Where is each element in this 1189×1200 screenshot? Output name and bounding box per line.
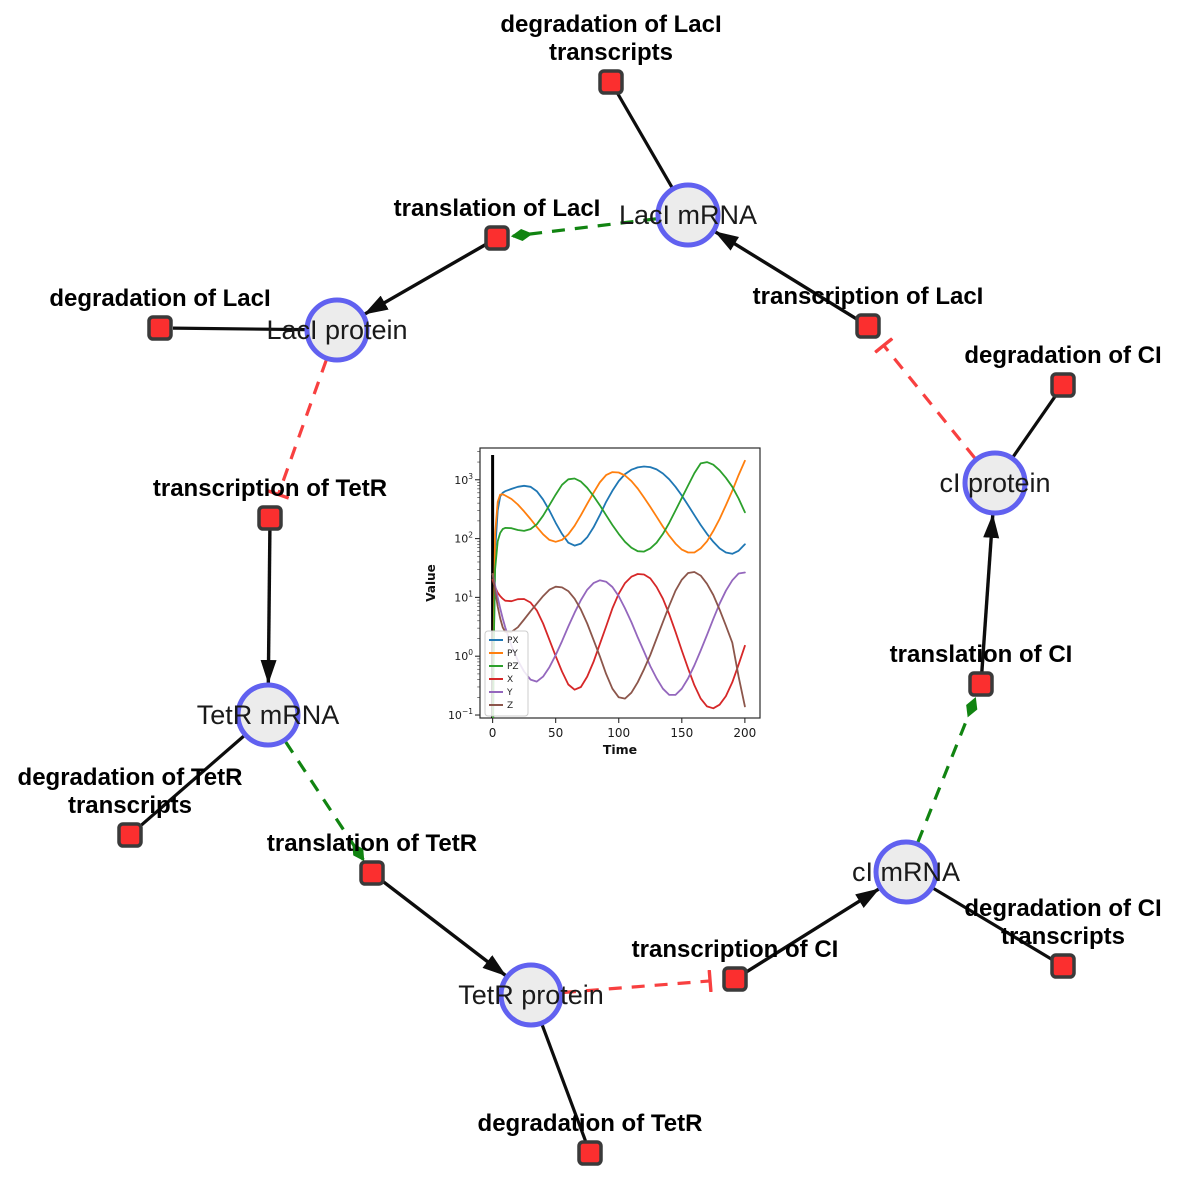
- x-axis-title: Time: [603, 742, 637, 757]
- edge-production-transcription_tetr-tetr_mrna: [260, 529, 277, 685]
- species-node-ci_mrna: [873, 839, 939, 905]
- edge-modifier-laci_mrna-translation_laci: [510, 217, 657, 241]
- species-label-laci_protein: LacI protein: [266, 315, 407, 345]
- reaction-node-translation_tetr: [359, 860, 385, 886]
- reaction-label-transcription_ci: transcription of CI: [632, 936, 839, 963]
- edge-production-translation_laci-laci_protein: [363, 242, 488, 316]
- species-nodes-layer: [235, 182, 1028, 1028]
- species-label-tetr_mrna: TetR mRNA: [197, 700, 340, 730]
- edge-production-translation_tetr-tetr_protein: [380, 878, 507, 977]
- species-node-tetr_mrna: [235, 682, 301, 748]
- edge-production-transcription_laci-laci_mrna: [714, 230, 859, 322]
- reaction-label-translation_laci: translation of LacI: [394, 195, 601, 222]
- reaction-node-transcription_tetr: [257, 505, 283, 531]
- edge-modifier-ci_mrna-translation_ci: [916, 697, 978, 843]
- reaction-node-deg_laci_transcripts: [598, 69, 624, 95]
- x-axis-tick-label: 200: [733, 726, 756, 740]
- reaction-label-deg_laci_transcripts: degradation of LacI: [500, 11, 721, 38]
- x-axis-tick-label: 150: [670, 726, 693, 740]
- reaction-node-deg_tetr: [577, 1140, 603, 1166]
- x-axis-tick-label: 50: [548, 726, 563, 740]
- reaction-label-deg_ci_transcripts: transcripts: [1001, 923, 1125, 950]
- reaction-node-deg_laci: [147, 315, 173, 341]
- edge-inhibition-tetr_protein-transcription_ci: [562, 981, 710, 995]
- x-axis-tick-label: 100: [607, 726, 630, 740]
- edge-inhibition-ci_protein-transcription_laci: [884, 345, 977, 460]
- legend-label-Y: Y: [506, 688, 513, 698]
- reaction-nodes-layer: [117, 69, 1076, 1166]
- labels-layer: degradation of LacItranscriptstranslatio…: [18, 11, 1162, 1137]
- reaction-label-deg_tetr_transcripts: degradation of TetR: [18, 764, 243, 791]
- species-label-ci_mrna: cI mRNA: [852, 857, 960, 887]
- reaction-node-translation_ci: [968, 671, 994, 697]
- edges-layer: [138, 92, 1057, 1142]
- edge-modifier-tetr_mrna-translation_tetr: [284, 740, 365, 862]
- series-line-PY: [492, 459, 746, 718]
- legend-label-PZ: PZ: [507, 662, 519, 672]
- legend-label-PX: PX: [507, 636, 519, 646]
- reaction-label-deg_tetr_transcripts: transcripts: [68, 792, 192, 819]
- edge-consumption-ci_protein-deg_ci: [1011, 394, 1057, 458]
- reaction-node-translation_laci: [484, 225, 510, 251]
- reaction-node-transcription_laci: [855, 313, 881, 339]
- reaction-label-translation_ci: translation of CI: [890, 641, 1073, 668]
- reaction-label-deg_laci_transcripts: transcripts: [549, 39, 673, 66]
- reaction-node-deg_ci_transcripts: [1050, 953, 1076, 979]
- reaction-label-deg_tetr: degradation of TetR: [478, 1110, 703, 1137]
- species-node-laci_mrna: [655, 182, 721, 248]
- species-node-tetr_protein: [498, 962, 564, 1028]
- legend-label-Z: Z: [507, 701, 513, 711]
- edge-consumption-tetr_mrna-deg_tetr_transcripts: [138, 734, 245, 828]
- y-axis-title: Value: [425, 564, 438, 602]
- reaction-label-transcription_laci: transcription of LacI: [753, 283, 984, 310]
- reaction-node-deg_ci: [1050, 372, 1076, 398]
- reaction-label-transcription_tetr: transcription of TetR: [153, 475, 387, 502]
- edge-production-translation_ci-ci_protein: [980, 513, 1000, 673]
- edge-consumption-laci_mrna-deg_laci_transcripts: [616, 92, 674, 189]
- series-line-PX: [492, 465, 746, 718]
- edge-inhibition-laci_protein-transcription_tetr: [278, 359, 328, 494]
- edge-production-transcription_ci-ci_mrna: [744, 887, 880, 975]
- species-label-tetr_protein: TetR protein: [458, 980, 604, 1010]
- species-node-laci_protein: [304, 297, 370, 363]
- series-line-X: [491, 573, 746, 710]
- species-label-ci_protein: cI protein: [939, 468, 1050, 498]
- edge-consumption-ci_mrna-deg_ci_transcripts: [932, 887, 1053, 961]
- species-node-ci_protein: [962, 450, 1028, 516]
- reaction-label-deg_laci: degradation of LacI: [49, 285, 270, 312]
- series-line-Z: [491, 571, 746, 708]
- reaction-label-deg_ci: degradation of CI: [964, 342, 1161, 369]
- legend-label-X: X: [507, 675, 513, 685]
- reaction-node-deg_tetr_transcripts: [117, 822, 143, 848]
- species-label-laci_mrna: LacI mRNA: [619, 200, 757, 230]
- reaction-label-translation_tetr: translation of TetR: [267, 830, 477, 857]
- edge-consumption-laci_protein-deg_laci: [172, 326, 306, 332]
- reaction-node-transcription_ci: [722, 966, 748, 992]
- x-axis-tick-label: 0: [489, 726, 497, 740]
- reaction-label-deg_ci_transcripts: degradation of CI: [964, 895, 1161, 922]
- legend-label-PY: PY: [507, 649, 518, 659]
- series-line-PZ: [492, 461, 746, 718]
- edge-consumption-tetr_protein-deg_tetr: [540, 1024, 587, 1142]
